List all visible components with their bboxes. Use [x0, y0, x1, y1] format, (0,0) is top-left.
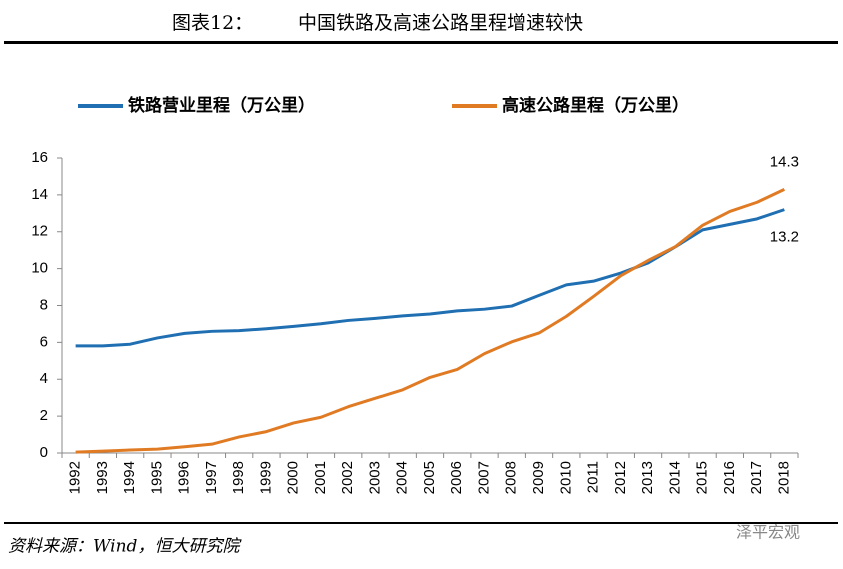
x-tick-label: 2018 [775, 461, 792, 494]
y-tick-label: 10 [31, 260, 48, 277]
figure-label: 图表12： [172, 12, 253, 34]
x-tick-label: 2002 [339, 461, 356, 494]
x-tick-label: 1992 [67, 461, 84, 494]
y-tick-label: 16 [31, 149, 48, 166]
y-tick-label: 4 [40, 370, 48, 387]
series-line [75, 208, 785, 348]
y-tick-label: 12 [31, 223, 48, 240]
x-tick-label: 2017 [748, 461, 765, 494]
x-tick-label: 2014 [666, 461, 683, 494]
y-tick-label: 6 [40, 333, 48, 350]
x-tick-label: 2007 [475, 461, 492, 494]
x-tick-label: 1994 [121, 461, 138, 494]
legend-label: 铁路营业里程（万公里） [128, 95, 315, 116]
x-tick-label: 2004 [394, 461, 411, 494]
data-label: 13.2 [770, 229, 799, 246]
y-tick-label: 8 [40, 296, 48, 313]
x-tick-label: 1997 [203, 461, 220, 494]
x-tick-label: 1993 [94, 461, 111, 494]
x-tick-label: 1998 [230, 461, 247, 494]
x-tick-label: 2010 [557, 461, 574, 494]
x-tick-label: 2003 [366, 461, 383, 494]
x-tick-label: 2001 [312, 461, 329, 494]
series-line [75, 187, 786, 454]
legend-label: 高速公路里程（万公里） [502, 95, 689, 116]
y-tick-label: 0 [40, 444, 48, 461]
x-tick-label: 2009 [530, 461, 547, 494]
x-tick-label: 2011 [585, 461, 602, 493]
x-tick-label: 2008 [503, 461, 520, 494]
x-tick-label: 2012 [612, 461, 629, 494]
source: 资料来源：Wind，恒大研究院 [8, 537, 242, 557]
bottom-rule [4, 522, 838, 524]
x-tick-label: 1999 [257, 461, 274, 494]
x-tick-label: 1996 [176, 461, 193, 494]
x-tick-label: 2016 [721, 461, 738, 494]
top-rule [4, 41, 838, 44]
chart-title: 中国铁路及高速公路里程增速较快 [298, 12, 583, 34]
watermark: 泽平宏观 [736, 523, 800, 542]
x-tick-label: 2013 [639, 461, 656, 494]
x-tick-label: 2000 [285, 461, 302, 494]
x-tick-label: 2005 [421, 461, 438, 494]
x-tick-label: 2015 [694, 461, 711, 494]
x-tick-label: 1995 [148, 461, 165, 494]
x-tick-label: 2006 [448, 461, 465, 494]
data-label: 14.3 [770, 153, 799, 170]
y-tick-label: 14 [31, 186, 48, 203]
y-tick-label: 2 [40, 407, 48, 424]
